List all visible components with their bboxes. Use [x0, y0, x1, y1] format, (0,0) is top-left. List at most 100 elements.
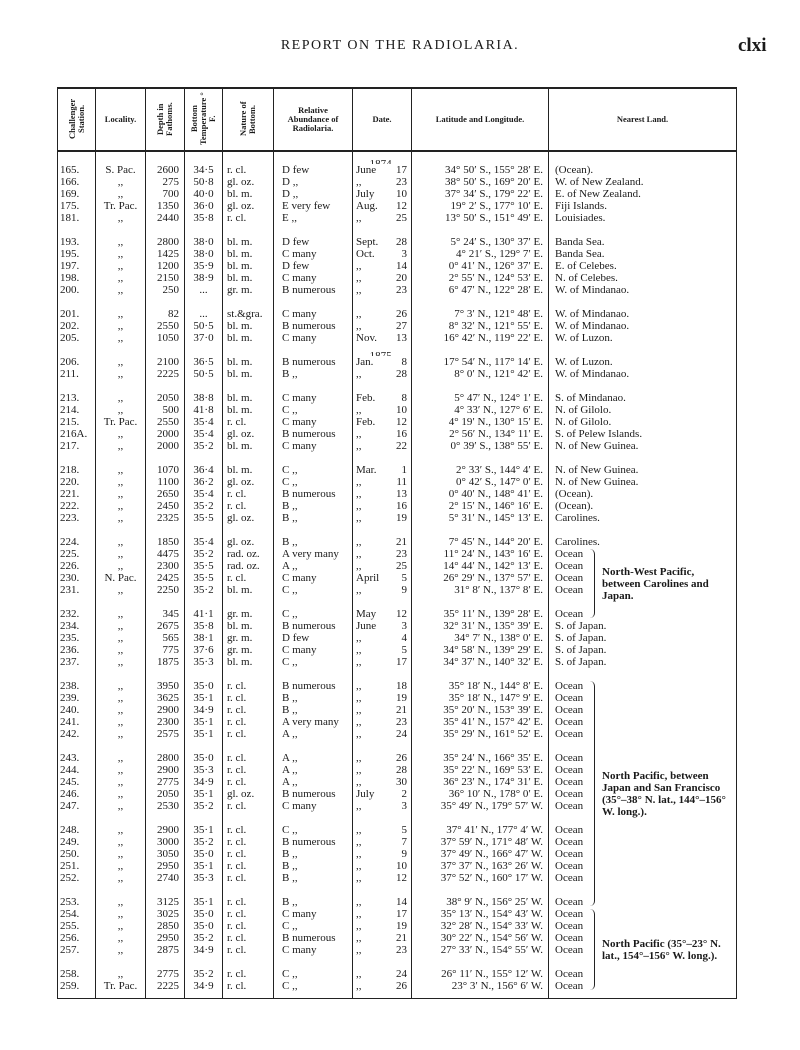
cell-abundance: A ,, — [273, 728, 353, 740]
cell-station: 250. — [57, 848, 96, 860]
cell-bottom-temperature: 36·2 — [184, 476, 223, 488]
cell-nearest-land: Ocean — [548, 572, 737, 584]
date-day: 12 — [396, 872, 407, 884]
cell-date: ,, 13 — [352, 488, 412, 500]
date-month: Aug. — [356, 200, 378, 212]
cell-depth: 2575 — [145, 728, 185, 740]
cell-lat-long: 35° 20′ N., 153° 39′ E. — [411, 704, 549, 716]
gap-cell — [184, 296, 223, 308]
gap-cell — [222, 596, 274, 608]
gap-cell — [411, 452, 549, 464]
group-gap — [57, 524, 737, 536]
cell-nearest-land: E. of New Zealand. — [548, 188, 737, 200]
cell-lat-long: 37° 52′ N., 160° 17′ W. — [411, 872, 549, 884]
cell-bottom-temperature: 35·3 — [184, 872, 223, 884]
cell-lat-long: 35° 29′ N., 161° 52′ E. — [411, 728, 549, 740]
cell-depth: 1100 — [145, 476, 185, 488]
cell-nature-of-bottom: r. cl. — [222, 500, 274, 512]
date-month: July — [356, 788, 375, 800]
cell-station: 235. — [57, 632, 96, 644]
cell-nearest-land: Ocean — [548, 968, 737, 980]
gap-cell — [57, 151, 96, 164]
cell-locality: ,, — [95, 644, 146, 656]
cell-nature-of-bottom: r. cl. — [222, 776, 274, 788]
date-month: ,, — [356, 488, 362, 500]
table-row: 213.,, 2050 38·8 bl. m. C many Feb. 8 5° 47′ N… — [57, 392, 737, 404]
date-month: ,, — [356, 752, 362, 764]
cell-nearest-land: Carolines. — [548, 512, 737, 524]
cell-date: ,, 23 — [352, 548, 412, 560]
gap-cell — [184, 596, 223, 608]
cell-nearest-land: E. of Celebes. — [548, 260, 737, 272]
cell-station: 248. — [57, 824, 96, 836]
table-row: 222.,, 2450 35·2 r. cl. B ,,,, 16 2° 15′ N., … — [57, 500, 737, 512]
cell-date: ,, 12 — [352, 872, 412, 884]
gap-cell — [184, 344, 223, 356]
group-gap — [57, 740, 737, 752]
table-row: 234.,, 2675 35·8 bl. m. B numerous June 3 32° … — [57, 620, 737, 632]
cell-lat-long: 34° 37′ N., 140° 32′ E. — [411, 656, 549, 668]
date-day: 1 — [401, 464, 408, 476]
cell-abundance: C many — [273, 572, 353, 584]
cell-depth: 2000 — [145, 440, 185, 452]
gap-cell — [222, 740, 274, 752]
cell-lat-long: 27° 33′ N., 154° 55′ W. — [411, 944, 549, 956]
cell-bottom-temperature: 35·0 — [184, 908, 223, 920]
gap-cell — [411, 956, 549, 968]
cell-depth: 4475 — [145, 548, 185, 560]
cell-abundance: C many — [273, 944, 353, 956]
date-day: 11 — [396, 476, 407, 488]
header-label: Date. — [372, 114, 392, 124]
gap-cell — [411, 740, 549, 752]
date-day: 21 — [396, 536, 407, 548]
date-month: ,, — [356, 908, 362, 920]
cell-station: 218. — [57, 464, 96, 476]
cell-bottom-temperature: 35·2 — [184, 548, 223, 560]
cell-nature-of-bottom: r. cl. — [222, 212, 274, 224]
cell-lat-long: 14° 44′ N., 142° 13′ E. — [411, 560, 549, 572]
gap-cell — [548, 380, 737, 392]
cell-nearest-land: S. of Mindanao. — [548, 392, 737, 404]
cell-bottom-temperature: 35·4 — [184, 536, 223, 548]
cell-nature-of-bottom: bl. m. — [222, 404, 274, 416]
cell-date: ,, 19 — [352, 920, 412, 932]
cell-locality: S. Pac. — [95, 164, 146, 176]
cell-locality: ,, — [95, 944, 146, 956]
cell-abundance: E very few — [273, 200, 353, 212]
cell-locality: ,, — [95, 704, 146, 716]
date-day: 9 — [401, 848, 408, 860]
gap-cell — [145, 956, 185, 968]
cell-abundance: C ,, — [273, 980, 353, 992]
cell-date: ,, 18 — [352, 680, 412, 692]
cell-lat-long: 35° 24′ N., 166° 35′ E. — [411, 752, 549, 764]
cell-lat-long: 34° 7′ N., 138° 0′ E. — [411, 632, 549, 644]
date-month: ,, — [356, 368, 362, 380]
cell-nature-of-bottom: r. cl. — [222, 488, 274, 500]
gap-cell — [145, 151, 185, 164]
gap-cell — [411, 812, 549, 824]
cell-station: 258. — [57, 968, 96, 980]
cell-nearest-land: Ocean — [548, 824, 737, 836]
cell-date: Feb. 8 — [352, 392, 412, 404]
cell-locality: ,, — [95, 560, 146, 572]
cell-depth: 2225 — [145, 368, 185, 380]
cell-depth: 82 — [145, 308, 185, 320]
cell-depth: 2740 — [145, 872, 185, 884]
cell-depth: 2100 — [145, 356, 185, 368]
gap-cell — [222, 668, 274, 680]
cell-nearest-land: Carolines. — [548, 536, 737, 548]
cell-locality: ,, — [95, 512, 146, 524]
cell-station: 221. — [57, 488, 96, 500]
cell-station: 243. — [57, 752, 96, 764]
cell-lat-long: 35° 18′ N., 147° 9′ E. — [411, 692, 549, 704]
cell-lat-long: 32° 28′ N., 154° 33′ W. — [411, 920, 549, 932]
gap-cell — [352, 740, 412, 752]
cell-nearest-land: S. of Japan. — [548, 632, 737, 644]
table-row: 237.,, 1875 35·3 bl. m. C ,,,, 17 34° 37′ N.,… — [57, 656, 737, 668]
cell-nature-of-bottom: r. cl. — [222, 692, 274, 704]
cell-nearest-land: (Ocean). — [548, 500, 737, 512]
gap-cell — [95, 296, 146, 308]
date-day: 3 — [401, 248, 408, 260]
table-row: 255.,, 2850 35·0 r. cl. C ,,,, 19 32° 28′ N.,… — [57, 920, 737, 932]
cell-station: 239. — [57, 692, 96, 704]
